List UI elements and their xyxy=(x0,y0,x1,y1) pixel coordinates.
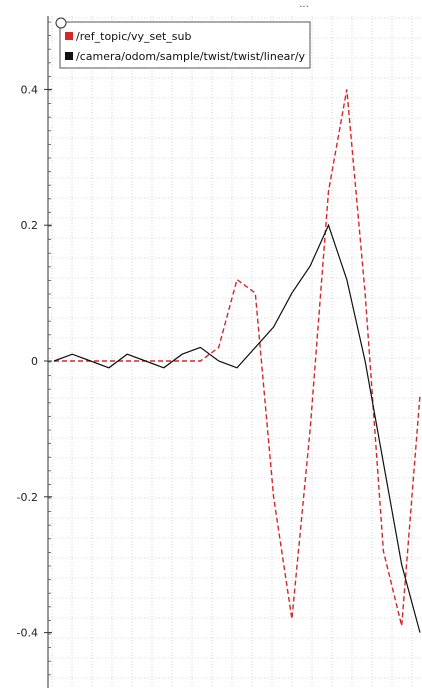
y-axis xyxy=(44,16,52,688)
series-lines xyxy=(53,89,421,633)
y-tick-label: 0 xyxy=(31,355,38,368)
legend-box xyxy=(59,21,311,69)
series-line-ref xyxy=(54,89,421,626)
legend-handle-icon[interactable] xyxy=(55,17,67,29)
grid xyxy=(48,16,422,688)
y-tick-label: -0.4 xyxy=(17,627,38,640)
y-tick-labels: 0.4 0.2 0 -0.2 -0.4 xyxy=(17,83,38,639)
legend-swatch-ref xyxy=(65,32,73,40)
overflow-menu-indicator[interactable]: ... xyxy=(299,0,309,10)
legend-swatch-odom xyxy=(65,52,73,60)
legend-label-odom: /camera/odom/sample/twist/twist/linear/y xyxy=(76,50,306,63)
legend-label-ref: /ref_topic/vy_set_sub xyxy=(76,30,191,43)
y-tick-label: 0.2 xyxy=(21,219,39,232)
y-tick-label: 0.4 xyxy=(21,83,39,96)
y-tick-label: -0.2 xyxy=(17,491,38,504)
legend[interactable]: /ref_topic/vy_set_sub /camera/odom/sampl… xyxy=(55,17,311,69)
series-line-odom xyxy=(53,223,421,633)
